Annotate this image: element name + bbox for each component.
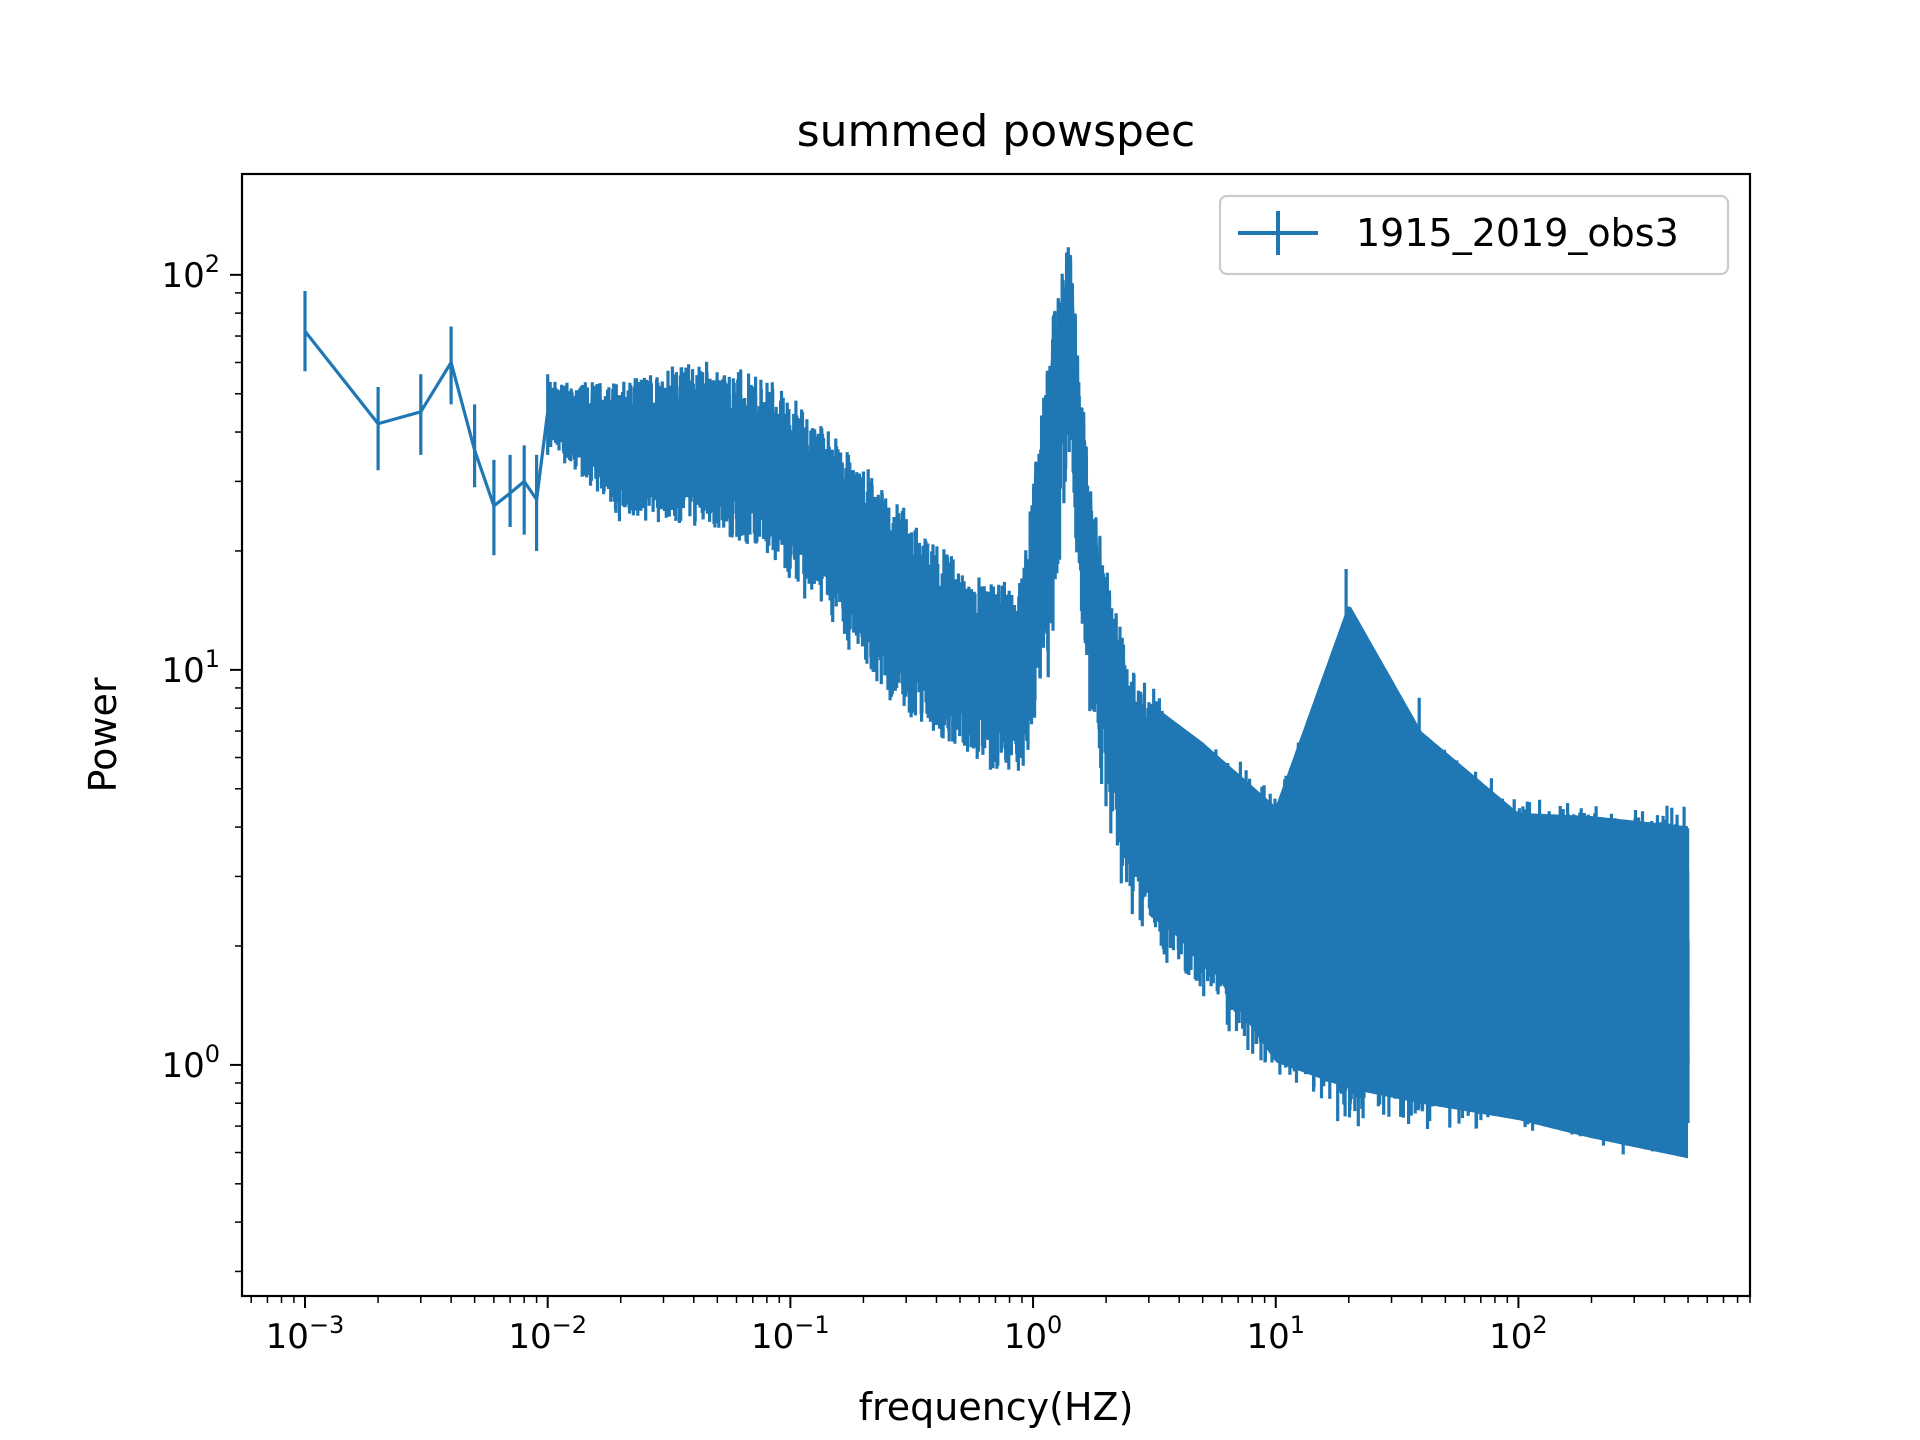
y-tick-label: 101 — [161, 645, 220, 691]
x-tick-label: 10−1 — [751, 1311, 830, 1357]
x-axis-label: frequency(HZ) — [859, 1385, 1134, 1429]
legend-label: 1915_2019_obs3 — [1356, 211, 1679, 255]
x-tick-label: 10−3 — [266, 1311, 345, 1357]
legend-box — [1218, 194, 1730, 276]
x-tick-label: 10−2 — [508, 1311, 587, 1357]
chart-title: summed powspec — [797, 106, 1195, 157]
y-axis-label: Power — [81, 677, 125, 792]
y-axis: 100 101 102 — [161, 250, 242, 1273]
x-axis: 10−3 10−2 10−1 100 101 102 — [250, 1296, 1751, 1357]
legend: 1915_2019_obs3 — [1218, 194, 1730, 276]
y-tick-label: 102 — [161, 250, 220, 296]
x-tick-label: 101 — [1246, 1311, 1305, 1357]
series-dense-band — [1148, 606, 1688, 1159]
y-tick-label: 100 — [161, 1040, 220, 1086]
x-tick-label: 100 — [1004, 1311, 1063, 1357]
series-1915-2019-obs3 — [303, 247, 1690, 1159]
x-tick-label: 102 — [1489, 1311, 1548, 1357]
